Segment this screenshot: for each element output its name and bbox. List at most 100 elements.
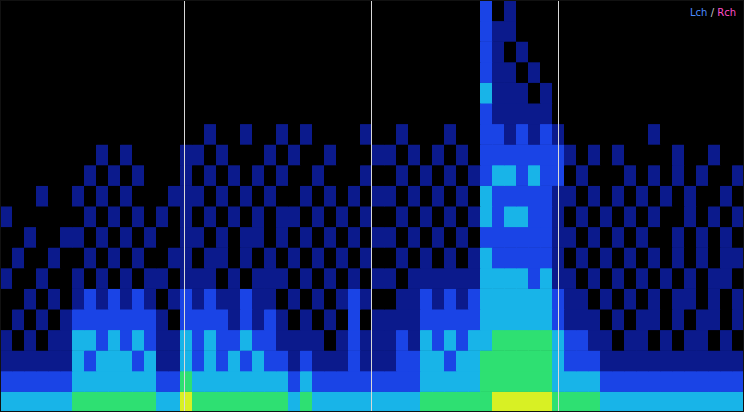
- cell: [300, 350, 313, 371]
- cell: [48, 288, 61, 309]
- cell: [132, 350, 145, 371]
- cell: [276, 268, 289, 289]
- cell: [420, 330, 433, 351]
- cells: [0, 0, 744, 412]
- cell: [348, 21, 361, 42]
- cell: [312, 309, 325, 330]
- cell: [720, 227, 733, 248]
- cell: [144, 247, 157, 268]
- cell: [96, 144, 109, 165]
- cell: [444, 309, 457, 330]
- cell: [204, 309, 217, 330]
- cell: [468, 288, 481, 309]
- cell: [648, 103, 661, 124]
- cell: [228, 371, 241, 392]
- cell: [120, 350, 133, 371]
- cell: [72, 247, 85, 268]
- cell: [24, 330, 37, 351]
- cell: [300, 185, 313, 206]
- cell: [72, 62, 85, 83]
- cell: [384, 247, 397, 268]
- cell: [180, 21, 193, 42]
- cell: [372, 330, 385, 351]
- cell: [492, 62, 505, 83]
- cell: [336, 62, 349, 83]
- cell: [516, 82, 529, 103]
- cell: [648, 309, 661, 330]
- cell: [480, 144, 493, 165]
- cell: [408, 165, 421, 186]
- cell: [528, 62, 541, 83]
- cell: [444, 247, 457, 268]
- cell: [336, 124, 349, 145]
- cell: [252, 144, 265, 165]
- cell: [72, 227, 85, 248]
- cell: [12, 227, 25, 248]
- cell: [420, 165, 433, 186]
- cell: [696, 124, 709, 145]
- cell: [432, 247, 445, 268]
- cell: [504, 144, 517, 165]
- cell: [156, 288, 169, 309]
- cell: [576, 82, 589, 103]
- cell: [720, 288, 733, 309]
- cell: [504, 62, 517, 83]
- cell: [12, 350, 25, 371]
- cell: [516, 288, 529, 309]
- cell: [204, 350, 217, 371]
- cell: [72, 268, 85, 289]
- cell: [336, 21, 349, 42]
- cell: [12, 247, 25, 268]
- cell: [348, 185, 361, 206]
- cell: [24, 371, 37, 392]
- cell: [600, 185, 613, 206]
- cell: [36, 227, 49, 248]
- cell: [480, 227, 493, 248]
- cell: [120, 330, 133, 351]
- cell: [36, 41, 49, 62]
- cell: [348, 0, 361, 21]
- cell: [240, 206, 253, 227]
- cell: [396, 288, 409, 309]
- cell: [84, 391, 97, 412]
- cell: [252, 309, 265, 330]
- cell: [540, 391, 553, 412]
- cell: [588, 288, 601, 309]
- cell: [576, 21, 589, 42]
- cell: [564, 247, 577, 268]
- cell: [420, 288, 433, 309]
- cell: [228, 103, 241, 124]
- cell: [432, 0, 445, 21]
- cell: [276, 309, 289, 330]
- cell: [96, 371, 109, 392]
- cell: [696, 330, 709, 351]
- cell: [168, 144, 181, 165]
- cell: [672, 41, 685, 62]
- cell: [516, 165, 529, 186]
- cell: [696, 247, 709, 268]
- cell: [636, 391, 649, 412]
- cell: [60, 185, 73, 206]
- cell: [720, 247, 733, 268]
- cell: [84, 371, 97, 392]
- cell: [12, 103, 25, 124]
- cell: [348, 309, 361, 330]
- cell: [468, 268, 481, 289]
- cell: [276, 350, 289, 371]
- cell: [0, 391, 13, 412]
- cell: [36, 371, 49, 392]
- cell: [528, 227, 541, 248]
- cell: [144, 82, 157, 103]
- cell: [108, 165, 121, 186]
- cell: [576, 350, 589, 371]
- cell: [0, 350, 13, 371]
- cell: [372, 165, 385, 186]
- cell: [156, 41, 169, 62]
- cell: [708, 144, 721, 165]
- cell: [420, 82, 433, 103]
- cell: [540, 206, 553, 227]
- cell: [252, 82, 265, 103]
- cell: [60, 227, 73, 248]
- cell: [24, 350, 37, 371]
- cell: [540, 247, 553, 268]
